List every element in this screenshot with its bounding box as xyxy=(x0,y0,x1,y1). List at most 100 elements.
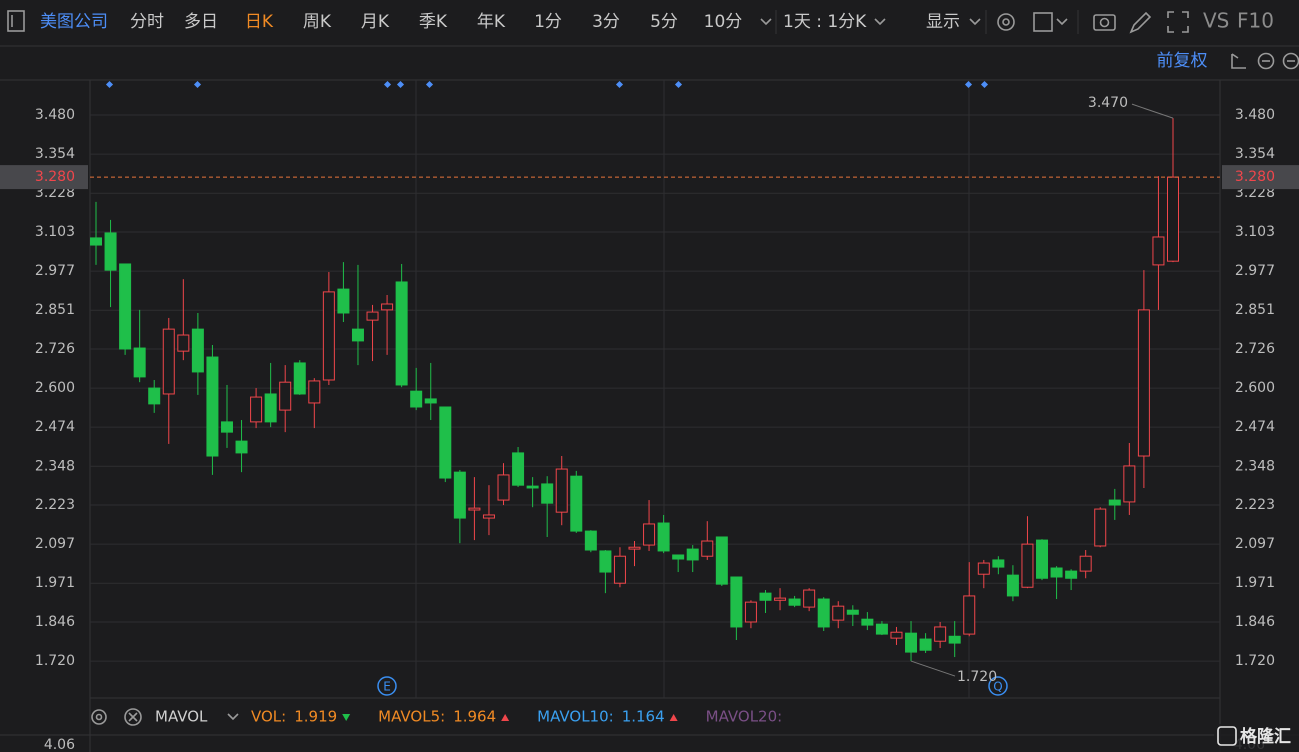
settings-icon[interactable] xyxy=(997,13,1015,31)
volume-legend-name: MAVOL5: xyxy=(378,708,445,726)
candle-up xyxy=(701,521,714,560)
candle-body xyxy=(279,381,292,411)
candle-body xyxy=(337,288,350,314)
grid-layer xyxy=(90,114,1220,662)
candle-body xyxy=(861,618,874,626)
current-price-box-right xyxy=(1222,165,1299,190)
event-marker-circle[interactable] xyxy=(988,676,1008,696)
chevron[interactable] xyxy=(969,18,981,26)
candle-up xyxy=(322,272,335,385)
candle-down xyxy=(948,621,961,658)
period-select[interactable]: 1天 : 1分K xyxy=(783,12,867,32)
volume-close-x xyxy=(128,712,138,722)
candle-body xyxy=(701,540,714,557)
candle-up xyxy=(381,294,394,355)
candle-down xyxy=(759,590,772,613)
y-tick-label-right: 3.354 xyxy=(1235,146,1275,162)
tab[interactable]: 多日 xyxy=(184,12,218,32)
candle-body xyxy=(119,263,132,350)
event-diamond[interactable] xyxy=(193,80,202,89)
candle-up xyxy=(1152,176,1165,310)
panel-icon[interactable] xyxy=(7,10,25,32)
vs-button[interactable]: VS xyxy=(1203,9,1229,33)
candle-body xyxy=(468,507,481,511)
candle-down xyxy=(424,362,437,421)
undo-icon[interactable] xyxy=(1231,53,1246,69)
candle-down xyxy=(570,470,583,533)
zoom-out-icon[interactable] xyxy=(1257,52,1275,70)
camera-icon[interactable] xyxy=(1093,14,1116,31)
candle-down xyxy=(919,633,932,654)
candle-up xyxy=(628,541,641,567)
candle-down xyxy=(191,312,204,395)
event-diamond[interactable] xyxy=(425,80,434,89)
chevron[interactable] xyxy=(874,18,886,26)
event-diamond[interactable] xyxy=(615,80,624,89)
candle-up xyxy=(162,317,175,444)
candle-up xyxy=(934,621,947,649)
tab[interactable]: 10分 xyxy=(704,12,743,32)
f10-button[interactable]: F10 xyxy=(1237,9,1274,33)
volume-legend-value: 1.919 xyxy=(294,708,337,726)
candle-down xyxy=(264,362,277,428)
volume-legend-name: MAVOL10: xyxy=(537,708,614,726)
candle-body xyxy=(497,474,510,501)
candle-body xyxy=(541,483,554,504)
event-diamond[interactable] xyxy=(674,80,683,89)
tab[interactable]: 周K xyxy=(303,12,332,32)
candle-up xyxy=(890,626,903,645)
chevron[interactable] xyxy=(760,18,772,26)
display-menu[interactable]: 显示 xyxy=(926,12,960,32)
candle-down xyxy=(235,420,248,473)
event-diamond[interactable] xyxy=(383,80,392,89)
chevron[interactable] xyxy=(227,713,239,721)
candle-body xyxy=(1065,570,1078,579)
volume-settings-icon[interactable] xyxy=(91,709,107,725)
candle-body xyxy=(730,576,743,628)
candle-down xyxy=(148,380,161,413)
event-diamond[interactable] xyxy=(396,80,405,89)
tab[interactable]: 3分 xyxy=(592,12,620,32)
y-tick-label-right: 2.600 xyxy=(1235,380,1275,396)
candle-body xyxy=(410,390,423,408)
tab[interactable]: 5分 xyxy=(650,12,678,32)
tab[interactable]: 年K xyxy=(477,12,506,32)
event-diamond[interactable] xyxy=(980,80,989,89)
volume-close-icon[interactable] xyxy=(124,708,142,726)
candle-up xyxy=(1094,507,1107,548)
candle-up xyxy=(744,600,757,629)
tab[interactable]: 季K xyxy=(419,12,448,32)
candle-up xyxy=(774,588,787,611)
tab[interactable]: 1分 xyxy=(534,12,562,32)
shape-icon[interactable] xyxy=(1033,12,1053,32)
candle-body xyxy=(788,598,801,606)
candle-down xyxy=(846,605,859,627)
pencil-icon[interactable] xyxy=(1129,11,1152,34)
toolbar xyxy=(0,0,1299,46)
stock-name[interactable]: 美图公司 xyxy=(40,12,108,32)
candle-down xyxy=(1065,569,1078,591)
tab[interactable]: 月K xyxy=(361,12,390,32)
candle-body xyxy=(759,592,772,601)
candle-down xyxy=(1108,488,1121,520)
y-tick-label-right: 3.480 xyxy=(1235,107,1275,123)
candle-body xyxy=(1006,574,1019,597)
candle-down xyxy=(541,476,554,537)
tab[interactable]: 分时 xyxy=(130,12,164,32)
tab-active[interactable]: 日K xyxy=(245,12,274,32)
candle-body xyxy=(220,421,233,433)
expand-icon[interactable] xyxy=(1167,11,1189,33)
event-diamond[interactable] xyxy=(964,80,973,89)
chevron[interactable] xyxy=(1056,18,1068,26)
volume-indicator[interactable]: MAVOL xyxy=(155,708,208,726)
event-marker-circle[interactable] xyxy=(377,676,397,696)
adjust-mode[interactable]: 前复权 xyxy=(1157,51,1208,71)
event-diamond[interactable] xyxy=(105,80,114,89)
y-tick-label-right: 2.726 xyxy=(1235,341,1275,357)
y-tick-label-right: 1.971 xyxy=(1235,575,1275,591)
candle-up xyxy=(832,601,845,629)
candle-up xyxy=(468,477,481,541)
candle-up xyxy=(613,547,626,588)
y-tick-label-right: 2.348 xyxy=(1235,458,1275,474)
candle-down xyxy=(395,263,408,388)
